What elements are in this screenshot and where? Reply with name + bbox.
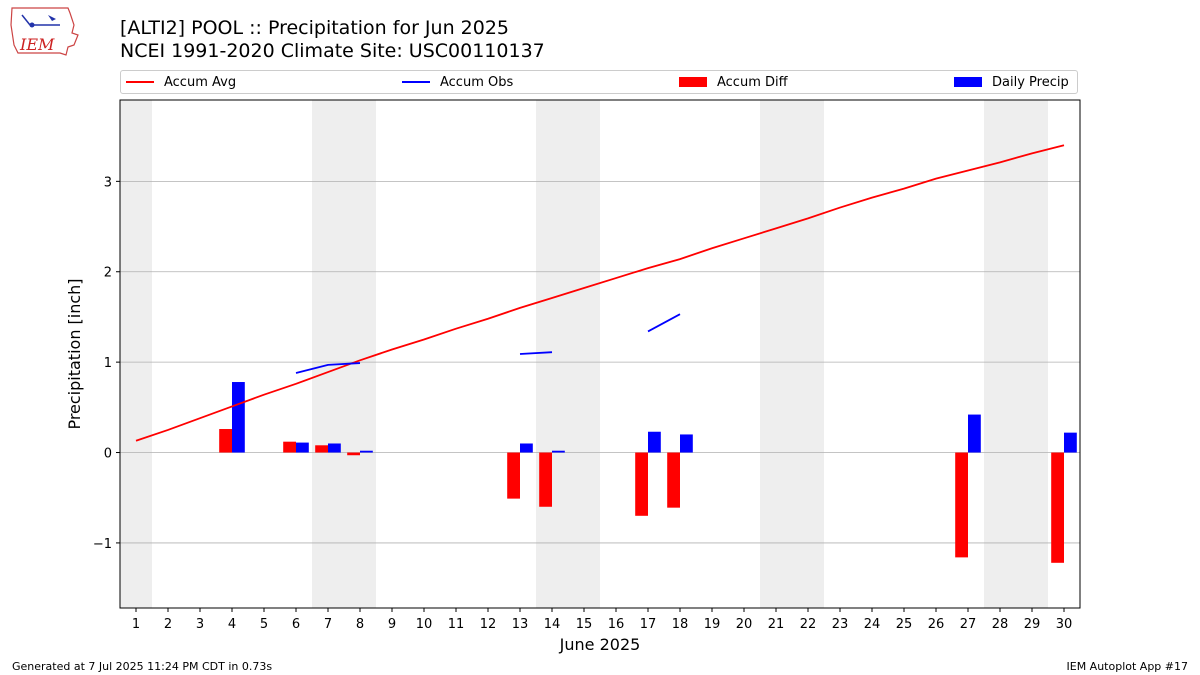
bar-daily-precip-day-4 — [232, 382, 245, 453]
x-tick-label-2: 2 — [164, 617, 172, 632]
y-tick-label-3: 3 — [104, 175, 112, 190]
y-tick-label-0: 0 — [104, 447, 112, 462]
bar-daily-precip-day-18 — [680, 434, 693, 453]
x-tick-label-20: 20 — [736, 617, 753, 632]
x-tick-label-14: 14 — [544, 617, 561, 632]
bar-daily-precip-day-30 — [1064, 432, 1077, 453]
bar-accum-diff-day-4 — [219, 429, 232, 453]
legend-swatch-accum-avg — [126, 81, 154, 83]
x-tick-label-7: 7 — [324, 617, 332, 632]
x-tick-label-22: 22 — [800, 617, 817, 632]
legend-swatch-daily-precip — [954, 77, 982, 87]
x-tick-label-16: 16 — [608, 617, 625, 632]
line-accum-avg-segment-0 — [135, 144, 1065, 442]
bar-accum-diff-day-7 — [315, 445, 328, 453]
x-tick-label-4: 4 — [228, 617, 236, 632]
x-tick-label-26: 26 — [928, 617, 945, 632]
bar-accum-diff-day-27 — [955, 452, 968, 558]
y-axis-label: Precipitation [inch] — [65, 278, 84, 429]
x-tick-label-9: 9 — [388, 617, 396, 632]
legend-label-accum-diff: Accum Diff — [717, 74, 788, 90]
x-tick-label-10: 10 — [416, 617, 433, 632]
x-tick-label-21: 21 — [768, 617, 785, 632]
x-tick-label-15: 15 — [576, 617, 593, 632]
legend-swatch-accum-diff — [679, 77, 707, 87]
y-tick-label--1: −1 — [93, 537, 112, 552]
x-tick-label-27: 27 — [960, 617, 977, 632]
chart-title: [ALTI2] POOL :: Precipitation for Jun 20… — [120, 17, 510, 39]
x-tick-label-5: 5 — [260, 617, 268, 632]
bar-accum-diff-day-30 — [1051, 452, 1064, 563]
bar-accum-diff-day-6 — [283, 441, 296, 453]
weekend-shade-day-14 — [536, 100, 568, 608]
footer-app-id: IEM Autoplot App #17 — [1066, 660, 1189, 673]
bar-daily-precip-day-17 — [648, 431, 661, 453]
bar-daily-precip-day-7 — [328, 443, 341, 453]
iem-logo: IEM — [8, 5, 80, 63]
line-accum-obs-segment-2 — [647, 313, 681, 333]
x-tick-label-1: 1 — [132, 617, 140, 632]
line-accum-obs-segment-1 — [519, 351, 553, 355]
bar-accum-diff-day-14 — [539, 452, 552, 507]
legend-item-accum-diff: Accum Diff — [679, 71, 788, 93]
plot-frame — [119, 99, 1081, 609]
x-tick-label-12: 12 — [480, 617, 497, 632]
bar-accum-diff-day-18 — [667, 452, 680, 508]
weekend-shade-day-22 — [792, 100, 824, 608]
bar-daily-precip-day-6 — [296, 442, 309, 453]
footer-generated: Generated at 7 Jul 2025 11:24 PM CDT in … — [12, 660, 273, 673]
weekend-shade-day-29 — [1016, 100, 1048, 608]
x-tick-label-28: 28 — [992, 617, 1009, 632]
weekend-shade-day-8 — [344, 100, 376, 608]
bar-daily-precip-day-8 — [360, 450, 373, 453]
x-tick-label-25: 25 — [896, 617, 913, 632]
y-tick-label-1: 1 — [104, 356, 112, 371]
x-tick-label-30: 30 — [1056, 617, 1073, 632]
weekend-shade-day-21 — [760, 100, 792, 608]
legend-label-accum-obs: Accum Obs — [440, 74, 514, 90]
x-tick-label-13: 13 — [512, 617, 529, 632]
x-tick-label-17: 17 — [640, 617, 657, 632]
bar-accum-diff-day-8 — [347, 452, 360, 456]
weekend-shade-day-28 — [984, 100, 1016, 608]
bar-daily-precip-day-27 — [968, 414, 981, 453]
legend-item-accum-obs: Accum Obs — [402, 71, 513, 93]
legend-label-accum-avg: Accum Avg — [164, 74, 237, 90]
x-tick-label-8: 8 — [356, 617, 364, 632]
weekend-shade-day-7 — [312, 100, 344, 608]
legend-label-daily-precip: Daily Precip — [992, 74, 1069, 90]
x-tick-label-6: 6 — [292, 617, 300, 632]
legend-item-accum-avg: Accum Avg — [126, 71, 236, 93]
x-tick-label-24: 24 — [864, 617, 881, 632]
legend: Accum Avg Accum Obs Accum Diff Daily Pre… — [120, 70, 1078, 94]
x-tick-label-19: 19 — [704, 617, 721, 632]
logo-text: IEM — [19, 35, 55, 54]
bar-daily-precip-day-14 — [552, 450, 565, 453]
bar-accum-diff-day-13 — [507, 452, 520, 499]
bar-accum-diff-day-17 — [635, 452, 648, 516]
x-axis-label: June 2025 — [559, 635, 641, 654]
x-tick-label-11: 11 — [448, 617, 465, 632]
legend-item-daily-precip: Daily Precip — [954, 71, 1069, 93]
x-tick-label-18: 18 — [672, 617, 689, 632]
x-tick-label-3: 3 — [196, 617, 204, 632]
line-accum-obs-segment-0 — [295, 362, 361, 374]
y-tick-label-2: 2 — [104, 266, 112, 281]
x-tick-label-29: 29 — [1024, 617, 1041, 632]
weekend-shade-day-15 — [568, 100, 600, 608]
legend-swatch-accum-obs — [402, 81, 430, 83]
x-tick-label-23: 23 — [832, 617, 849, 632]
bar-daily-precip-day-13 — [520, 443, 533, 453]
weekend-shade-day-1 — [120, 100, 152, 608]
chart-subtitle: NCEI 1991-2020 Climate Site: USC00110137 — [120, 40, 545, 62]
